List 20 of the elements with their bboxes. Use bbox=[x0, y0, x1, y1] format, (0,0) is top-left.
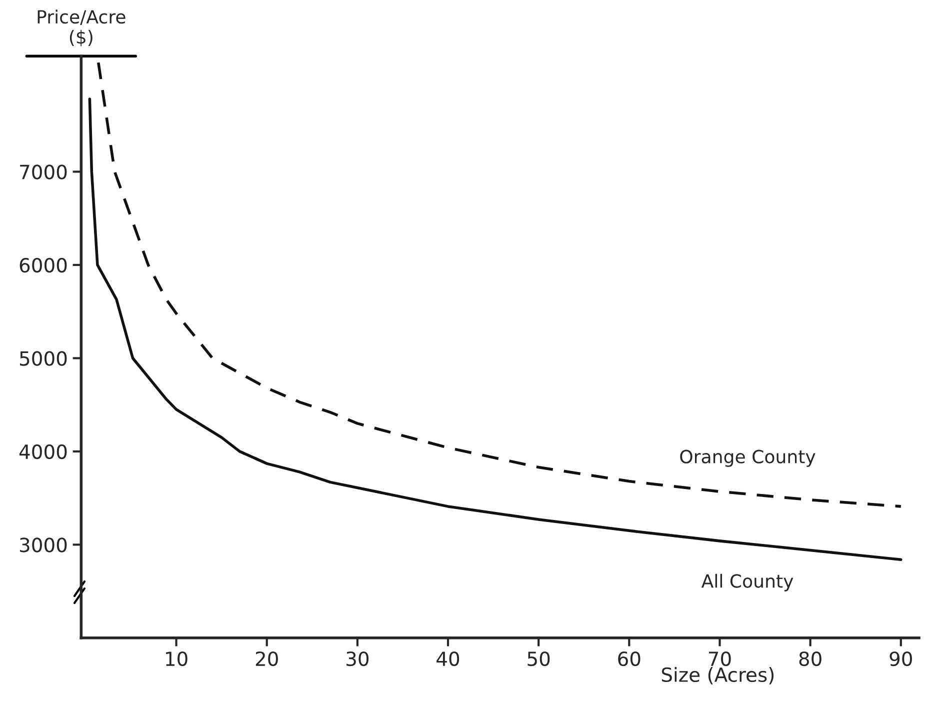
x-tick-label: 30 bbox=[346, 651, 369, 666]
series-label: All County bbox=[701, 574, 794, 592]
y-tick-label: 6000 bbox=[20, 258, 67, 273]
x-tick-label: 10 bbox=[166, 651, 188, 666]
line-series bbox=[96, 61, 902, 508]
x-tick-label: 80 bbox=[799, 651, 822, 666]
line-series bbox=[88, 98, 902, 561]
y-tick-label: 7000 bbox=[20, 164, 67, 180]
x-tick-label: 70 bbox=[708, 651, 731, 666]
series-label: Orange County bbox=[680, 450, 816, 467]
y-tick-label: 5000 bbox=[20, 351, 67, 366]
y-tick-label: 4000 bbox=[19, 444, 67, 460]
y-axis-title: Price/Acre ($) bbox=[38, 10, 126, 46]
x-tick-label: 50 bbox=[528, 651, 550, 666]
x-tick-label: 60 bbox=[618, 651, 640, 666]
x-tick-label: 20 bbox=[256, 651, 278, 666]
x-axis-title: Size (Acres) bbox=[662, 667, 774, 684]
y-tick-label: 3000 bbox=[20, 538, 67, 552]
x-tick-label: 40 bbox=[436, 651, 460, 666]
x-tick-label: 90 bbox=[890, 651, 912, 666]
